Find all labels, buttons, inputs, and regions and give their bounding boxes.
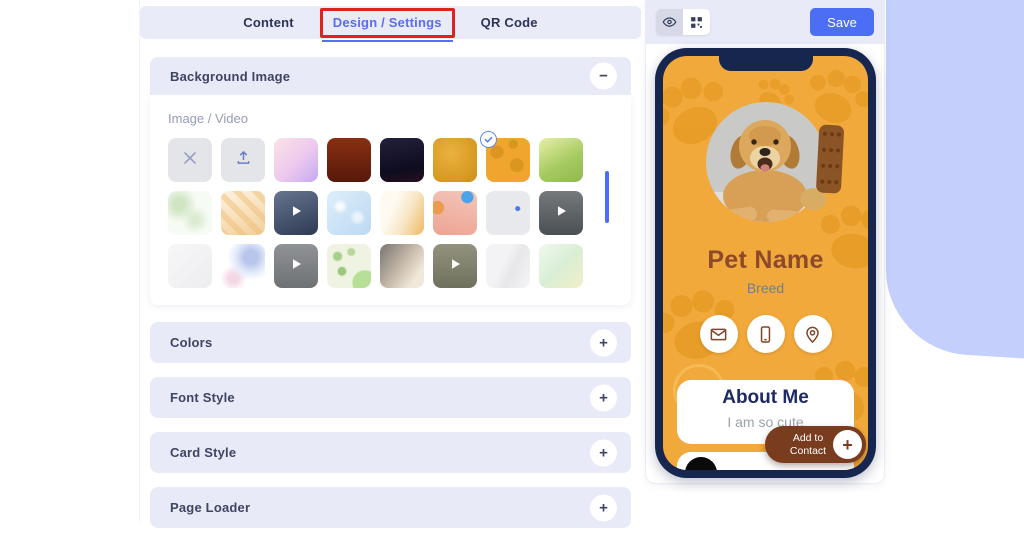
active-tab-highlight: Design / Settings <box>319 7 455 42</box>
tab-qr-code[interactable]: QR Code <box>480 15 538 30</box>
tab-design-settings[interactable]: Design / Settings <box>332 14 442 30</box>
email-icon[interactable] <box>699 315 738 353</box>
add-to-contact-label: Add to Contact <box>789 431 827 457</box>
thumbnail-pale-green-yellow[interactable] <box>539 244 583 288</box>
section-header-font-style[interactable]: Font Style + <box>150 377 631 418</box>
content-card-edge <box>139 0 140 522</box>
section-header-background-image[interactable]: Background Image − <box>150 57 631 95</box>
section-header-colors[interactable]: Colors + <box>150 322 631 363</box>
thumbnail-blue-splash[interactable] <box>221 244 265 288</box>
thumbnail-upload[interactable] <box>221 138 265 182</box>
scrollbar-thumb[interactable] <box>605 171 609 223</box>
preview-mode-toggle <box>656 9 710 35</box>
thumbnail-blue-bokeh[interactable] <box>327 191 371 235</box>
thumbnail-golden-texture[interactable] <box>433 138 477 182</box>
location-icon[interactable] <box>793 315 832 353</box>
phone-notch <box>718 56 813 71</box>
thumbnail-cream-gradient[interactable] <box>380 191 424 235</box>
thumbnail-no-background[interactable] <box>168 138 212 182</box>
plus-icon: + <box>833 430 862 459</box>
thumbnail-light-green-leaves[interactable] <box>168 191 212 235</box>
pet-breed: Breed <box>746 280 785 296</box>
thumbnail-white-subtle[interactable] <box>168 244 212 288</box>
qr-grid-icon[interactable] <box>683 9 710 35</box>
collapse-button[interactable]: − <box>590 62 617 90</box>
play-icon <box>288 256 304 277</box>
decorative-blob <box>886 0 1024 376</box>
section-header-page-loader[interactable]: Page Loader + <box>150 487 631 528</box>
phone-screen: Pet Name Breed <box>663 56 868 470</box>
pet-photo <box>706 102 844 222</box>
expand-button[interactable]: + <box>590 439 617 466</box>
expand-button[interactable]: + <box>590 384 617 411</box>
phone-icon[interactable] <box>746 315 785 353</box>
add-to-contact-button[interactable]: Add to Contact + <box>765 426 866 463</box>
section-title: Font Style <box>170 390 235 405</box>
section-header-card-style[interactable]: Card Style + <box>150 432 631 473</box>
thumbnail-dark-navy-video-still[interactable] <box>380 138 424 182</box>
thumbnail-marble[interactable] <box>486 244 530 288</box>
thumbnail-video-gray[interactable] <box>274 244 318 288</box>
save-button[interactable]: Save <box>810 8 874 36</box>
thumbnail-pink-lavender-gradient[interactable] <box>274 138 318 182</box>
section-title: Colors <box>170 335 213 350</box>
preview-toolbar: Save <box>646 0 884 44</box>
expand-button[interactable]: + <box>590 329 617 356</box>
selected-check-icon <box>480 131 497 148</box>
image-video-label: Image / Video <box>168 111 248 126</box>
expand-button[interactable]: + <box>590 494 617 521</box>
thumbnail-orange-weave[interactable] <box>221 191 265 235</box>
dog-treat <box>800 124 844 211</box>
thumbnail-video-dark-gray[interactable] <box>539 191 583 235</box>
thumbnail-warm-light[interactable] <box>380 244 424 288</box>
preview-panel: Save <box>645 0 885 484</box>
background-thumbnail-grid <box>168 131 631 288</box>
eye-icon[interactable] <box>656 9 683 35</box>
about-me-title: About Me <box>722 387 809 408</box>
play-icon <box>288 203 304 224</box>
thumbnail-green-gradient[interactable] <box>539 138 583 182</box>
thumbnail-video-olive[interactable] <box>433 244 477 288</box>
editor-tab-bar: Content Design / Settings QR Code <box>140 6 641 42</box>
logo-circle <box>685 457 717 470</box>
contact-buttons <box>663 315 868 353</box>
thumbnail-dark-red-texture[interactable] <box>327 138 371 182</box>
play-icon <box>447 256 463 277</box>
collapsed-sections: Colors + Font Style + Card Style + Page Loader… <box>150 322 631 542</box>
thumbnail-gray-blue-dot[interactable] <box>486 191 530 235</box>
tab-content[interactable]: Content <box>243 15 294 30</box>
background-image-section-body: Image / Video <box>150 95 631 305</box>
thumbnail-green-leaf-doodles[interactable] <box>327 244 371 288</box>
thumbnail-video-blue-office[interactable] <box>274 191 318 235</box>
pet-name: Pet Name <box>707 246 824 274</box>
section-title: Background Image <box>170 68 291 84</box>
clear-icon <box>182 150 198 171</box>
thumbnail-salmon-abstract[interactable] <box>433 191 477 235</box>
play-icon <box>553 203 569 224</box>
section-title: Card Style <box>170 445 237 460</box>
section-title: Page Loader <box>170 500 251 515</box>
phone-mockup: Pet Name Breed <box>655 48 876 478</box>
thumbnail-orange-paw-pattern[interactable] <box>480 131 530 182</box>
upload-icon <box>236 150 251 170</box>
